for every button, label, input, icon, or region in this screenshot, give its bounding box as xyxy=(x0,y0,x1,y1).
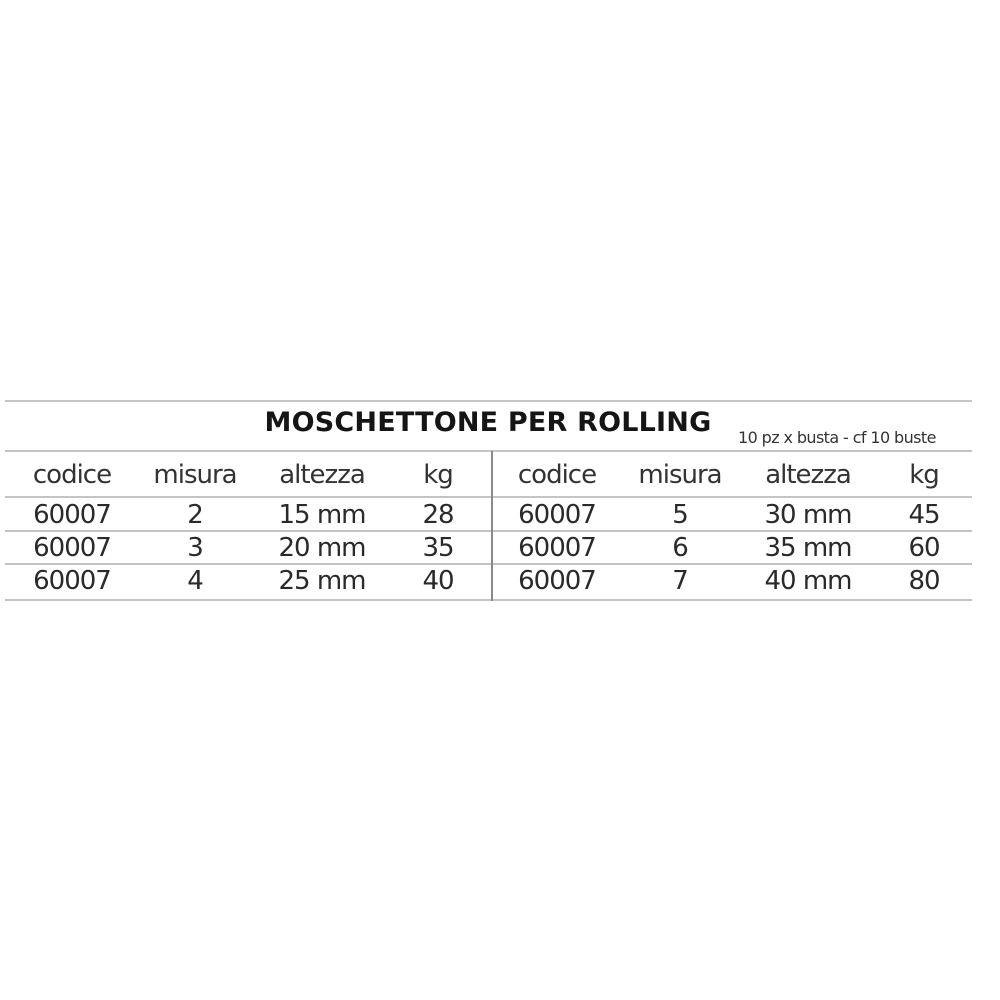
cell-misura: 6 xyxy=(672,533,689,563)
cell-misura: 2 xyxy=(187,500,204,530)
cell-misura: 5 xyxy=(672,500,689,530)
cell-altezza: 20 mm xyxy=(278,533,366,563)
cell-kg: 60 xyxy=(908,533,940,563)
cell-altezza: 40 mm xyxy=(764,566,852,596)
cell-kg: 45 xyxy=(908,500,940,530)
row-rule xyxy=(5,563,972,565)
cell-codice: 60007 xyxy=(518,500,597,530)
cell-altezza: 35 mm xyxy=(764,533,852,563)
cell-altezza: 25 mm xyxy=(278,566,366,596)
table-title: MOSCHETTONE PER ROLLING xyxy=(264,407,712,438)
top-rule xyxy=(5,400,972,402)
column-header-codice: codice xyxy=(32,460,112,490)
cell-altezza: 30 mm xyxy=(764,500,852,530)
packaging-note: 10 pz x busta - cf 10 buste xyxy=(738,428,936,447)
cell-kg: 40 xyxy=(422,566,454,596)
cell-codice: 60007 xyxy=(518,566,597,596)
column-header-kg: kg xyxy=(423,460,454,490)
column-header-misura: misura xyxy=(153,460,237,490)
cell-kg: 80 xyxy=(908,566,940,596)
cell-kg: 28 xyxy=(422,500,454,530)
column-header-kg: kg xyxy=(909,460,940,490)
title-rule xyxy=(5,450,972,452)
cell-misura: 7 xyxy=(672,566,689,596)
cell-altezza: 15 mm xyxy=(278,500,366,530)
cell-codice: 60007 xyxy=(518,533,597,563)
cell-codice: 60007 xyxy=(33,500,112,530)
cell-codice: 60007 xyxy=(33,566,112,596)
column-header-altezza: altezza xyxy=(765,460,852,490)
column-header-misura: misura xyxy=(638,460,722,490)
column-header-altezza: altezza xyxy=(279,460,366,490)
column-divider xyxy=(491,451,493,601)
cell-kg: 35 xyxy=(422,533,454,563)
column-header-codice: codice xyxy=(517,460,597,490)
bottom-rule xyxy=(5,599,972,601)
cell-codice: 60007 xyxy=(33,533,112,563)
header-rule xyxy=(5,496,972,498)
cell-misura: 3 xyxy=(187,533,204,563)
row-rule xyxy=(5,530,972,532)
cell-misura: 4 xyxy=(187,566,204,596)
